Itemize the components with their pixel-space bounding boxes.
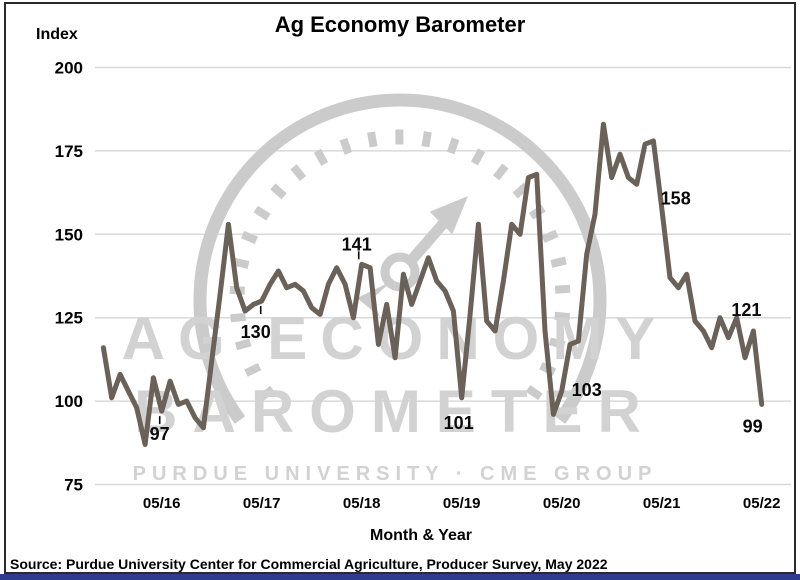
gauge-tick <box>541 229 559 243</box>
gauge-tick <box>554 284 571 294</box>
gauge-arc-icon <box>193 93 607 424</box>
gauge-tick-marks <box>229 129 571 402</box>
gauge-tick <box>395 129 404 145</box>
needle-arrowhead <box>429 196 468 235</box>
annotation-label: 103 <box>572 380 602 400</box>
gauge-tick <box>290 164 307 181</box>
x-tick-label: 05/16 <box>143 495 181 512</box>
x-tick-label: 05/21 <box>643 495 681 512</box>
y-tick-label: 200 <box>55 59 83 78</box>
y-tick-label: 75 <box>64 476 83 495</box>
y-tick-label: 125 <box>55 309 83 328</box>
gauge-tick <box>241 230 258 244</box>
x-axis-title: Month & Year <box>370 527 472 544</box>
x-tick-label: 05/20 <box>543 495 581 512</box>
annotation-label: 101 <box>444 413 474 433</box>
x-tick-label: 05/19 <box>443 495 481 512</box>
gauge-tick <box>367 131 378 148</box>
y-axis-title: Index <box>36 26 78 43</box>
gauge-tick <box>244 363 262 377</box>
gauge-tick <box>230 312 246 323</box>
x-tick-label: 05/22 <box>743 495 781 512</box>
gauge-tick <box>525 385 543 401</box>
gauge-tick <box>253 205 271 221</box>
needle-shaft <box>404 213 454 267</box>
chart-title: Ag Economy Barometer <box>274 12 526 37</box>
gauge-tick <box>550 256 567 268</box>
gauge-tick <box>446 137 460 155</box>
annotation-label: 99 <box>743 416 763 436</box>
data-line <box>100 121 765 447</box>
x-tick-label: 05/18 <box>343 495 381 512</box>
gauge-tick <box>554 311 571 322</box>
axis-tick-labels: 200 175 150 125 100 75 05/16 05/17 05/18 05/19 05/… <box>55 59 781 513</box>
watermark-line3: PURDUE UNIVERSITY · CME GROUP <box>133 463 658 485</box>
gauge-tick <box>493 163 509 181</box>
gauge-tick <box>339 137 353 155</box>
x-tick-label: 05/17 <box>243 495 281 512</box>
y-tick-label: 150 <box>55 225 83 244</box>
annotation-label: 141 <box>342 234 372 254</box>
gauge-tick <box>421 131 432 148</box>
gauge-tick <box>234 338 252 351</box>
source-note: Source: Purdue University Center for Com… <box>10 556 608 572</box>
annotations-layer: 97 130 141 101 103 158 121 99 <box>150 189 763 445</box>
annotation-label: 121 <box>731 300 761 320</box>
barometer-line-series <box>100 121 765 447</box>
annotation-label: 97 <box>150 424 170 444</box>
y-tick-label: 100 <box>55 392 83 411</box>
grid-lines <box>95 66 791 486</box>
annotation-label: 158 <box>661 189 691 209</box>
gauge-hub-icon <box>380 252 420 292</box>
gauge-tick <box>548 337 566 350</box>
y-tick-label: 175 <box>55 142 83 161</box>
gauge-tick <box>313 148 329 166</box>
gauge-needle-icon <box>357 196 468 317</box>
gauge-tick <box>232 257 250 269</box>
annotation-label: 130 <box>241 322 271 342</box>
gauge-tick <box>470 148 486 166</box>
gauge-tick <box>270 183 287 200</box>
gauge-tick <box>258 385 275 402</box>
bottom-accent-bar <box>0 574 800 580</box>
